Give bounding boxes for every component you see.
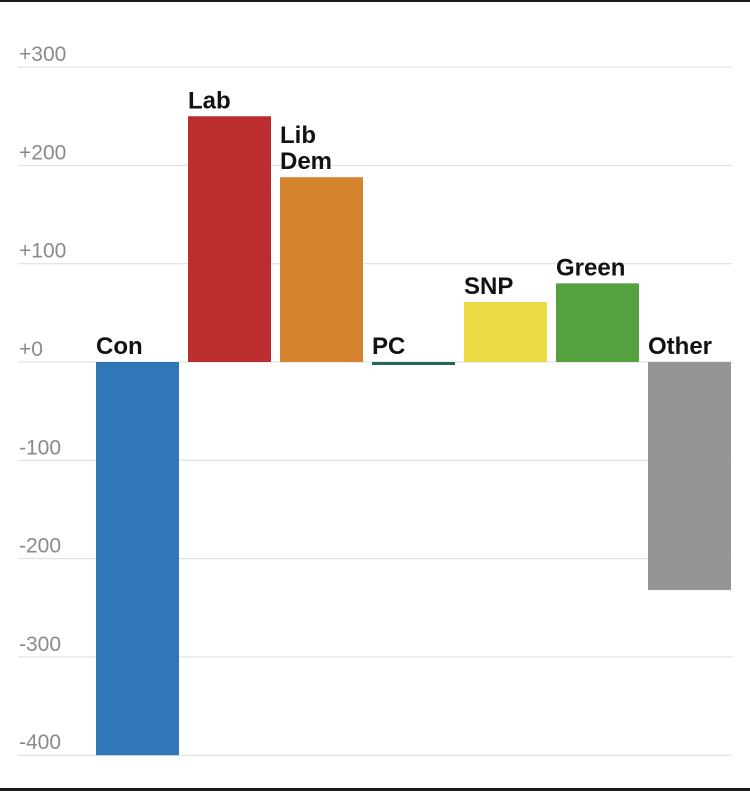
category-label-line: Other bbox=[648, 333, 712, 360]
category-label-line: Dem bbox=[280, 148, 332, 175]
y-tick-label: -300 bbox=[19, 633, 61, 656]
y-tick-label: +0 bbox=[19, 338, 43, 361]
bar bbox=[648, 362, 731, 591]
bar bbox=[464, 302, 547, 362]
bar bbox=[280, 177, 363, 362]
bottom-rule bbox=[0, 788, 750, 791]
category-label: Lab bbox=[188, 87, 231, 114]
y-tick-label: -200 bbox=[19, 535, 61, 558]
category-label: Con bbox=[96, 333, 143, 360]
category-label-line: Lab bbox=[188, 87, 231, 114]
bar bbox=[372, 362, 455, 365]
y-tick-label: -400 bbox=[19, 731, 61, 754]
y-tick-label: -100 bbox=[19, 436, 61, 459]
bar bbox=[96, 362, 179, 756]
category-label-line: Con bbox=[96, 333, 143, 360]
category-label-line: SNP bbox=[464, 273, 513, 300]
y-tick-label: +200 bbox=[19, 141, 66, 164]
category-label-line: Lib bbox=[280, 122, 316, 149]
y-tick-label: +300 bbox=[19, 43, 66, 66]
category-label: Other bbox=[648, 333, 712, 360]
category-label: Green bbox=[556, 254, 625, 281]
top-rule bbox=[0, 0, 750, 2]
y-tick-label: +100 bbox=[19, 240, 66, 263]
category-label: Lib Dem bbox=[280, 122, 332, 175]
bar bbox=[556, 283, 639, 362]
category-label-line: PC bbox=[372, 333, 405, 360]
category-label: PC bbox=[372, 333, 405, 360]
bar bbox=[188, 116, 271, 362]
category-label: SNP bbox=[464, 273, 513, 300]
category-label-line: Green bbox=[556, 254, 625, 281]
